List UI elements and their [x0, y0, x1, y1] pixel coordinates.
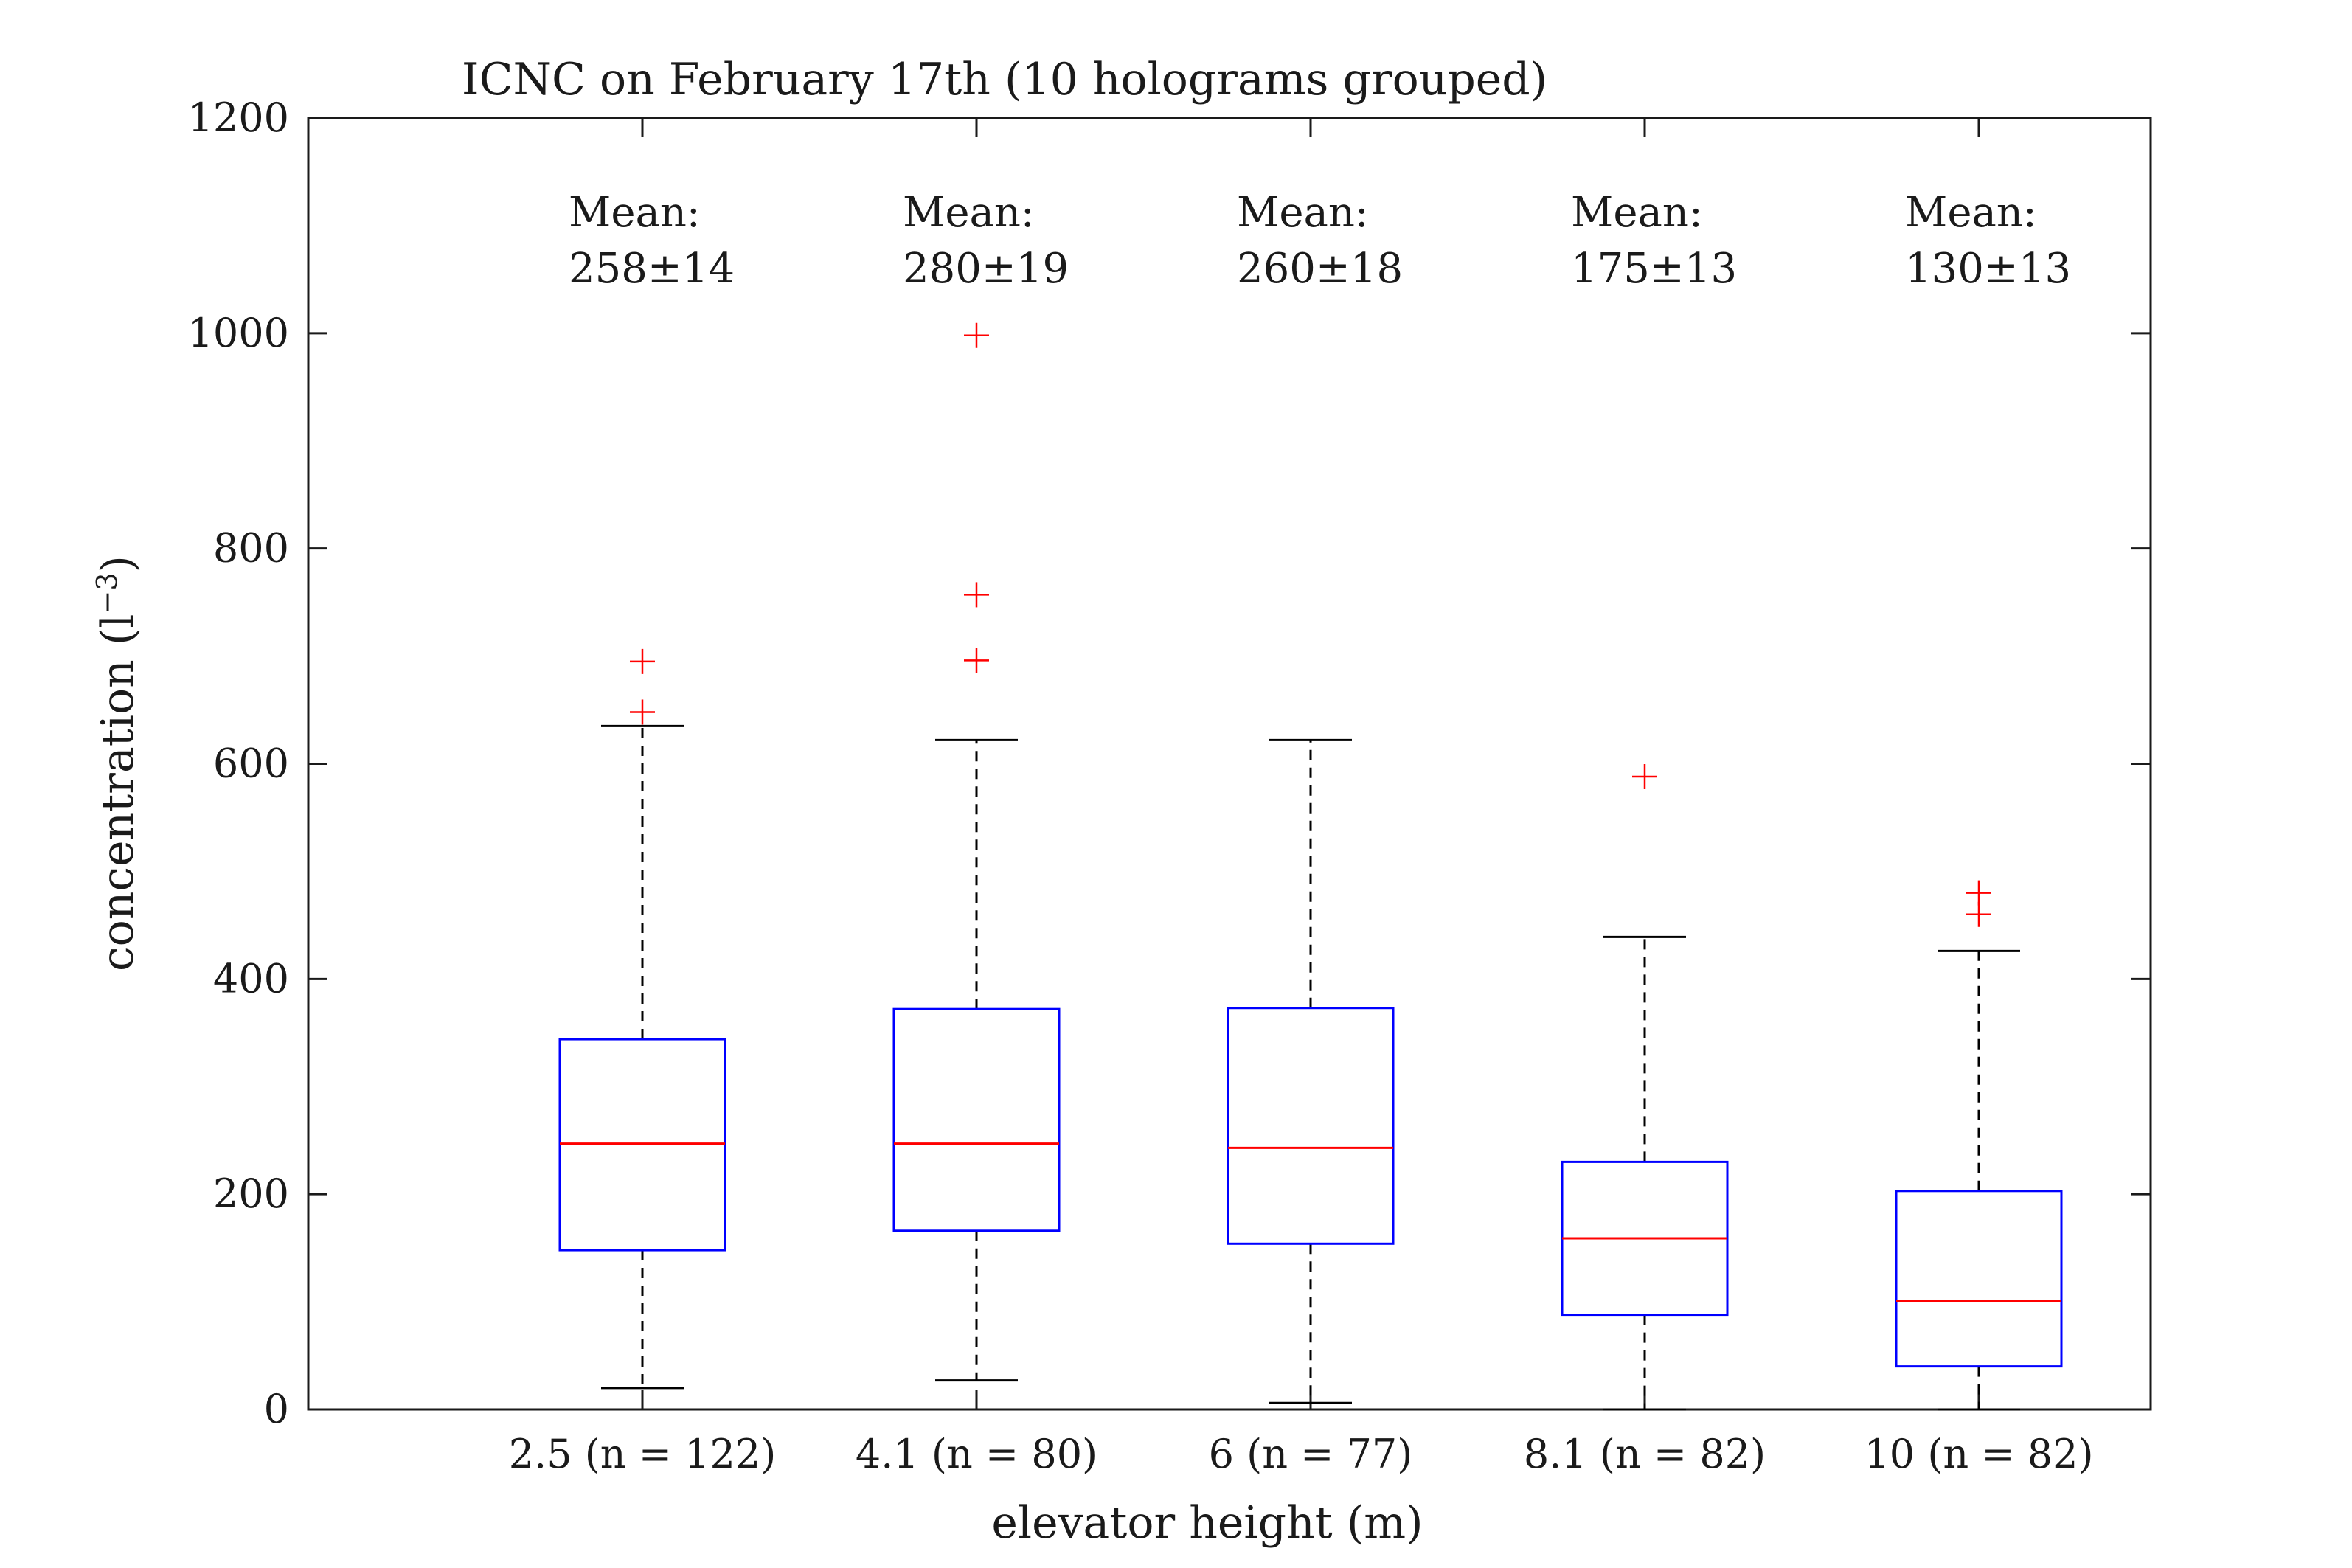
iqr-box	[1227, 1007, 1395, 1245]
y-tick-label: 800	[213, 525, 289, 572]
mean-label: Mean:	[1237, 189, 1369, 237]
x-tick-label: 6 (n = 77)	[1209, 1431, 1413, 1477]
x-axis-ticks: 2.5 (n = 122) 4.1 (n = 80) 6 (n = 77) 8.1 (…	[509, 118, 2094, 1477]
y-tick-label: 600	[213, 740, 289, 787]
plot-area	[307, 117, 2152, 1411]
y-axis-label-main: concentration (l	[92, 614, 144, 971]
outlier-marker	[1966, 901, 1991, 927]
mean-value: 130±13	[1905, 245, 2071, 293]
y-axis-label: concentration (l−3)	[91, 555, 144, 971]
mean-value: 280±19	[903, 245, 1069, 293]
y-axis-ticks: 0 200 400 600 800 1000 1200	[188, 94, 2151, 1432]
x-tick-label: 2.5 (n = 122)	[509, 1431, 777, 1477]
y-axis-label-superscript: −3	[91, 572, 123, 614]
x-tick-label: 10 (n = 82)	[1864, 1431, 2093, 1477]
mean-value: 175±13	[1571, 245, 1737, 293]
y-axis-label-end: )	[92, 555, 144, 572]
iqr-box	[892, 1007, 1061, 1232]
outlier-marker	[964, 582, 989, 608]
chart-title: ICNC on February 17th (10 holograms grou…	[462, 54, 1547, 105]
x-axis-label: elevator height (m)	[991, 1497, 1423, 1549]
y-tick-label: 200	[213, 1170, 289, 1217]
mean-label: Mean:	[1905, 189, 2037, 237]
y-tick-label: 0	[264, 1386, 289, 1432]
mean-label: Mean:	[903, 189, 1035, 237]
y-tick-label: 1000	[188, 310, 289, 356]
outlier-marker	[964, 322, 989, 348]
plot-frame	[307, 117, 2152, 1411]
mean-annotations: Mean: 258±14 Mean: 280±19 Mean: 260±18 Mean: 17…	[569, 189, 2071, 293]
mean-value: 258±14	[569, 245, 735, 293]
box-series	[558, 322, 2063, 1411]
outlier-marker	[630, 699, 655, 725]
outlier-marker	[964, 648, 989, 673]
outlier-marker	[630, 648, 655, 674]
mean-label: Mean:	[1571, 189, 1703, 237]
x-tick-label: 8.1 (n = 82)	[1524, 1431, 1766, 1477]
outlier-marker	[1632, 764, 1657, 790]
mean-value: 260±18	[1237, 245, 1403, 293]
outlier-marker	[1966, 880, 1991, 906]
y-tick-label: 400	[213, 955, 289, 1002]
y-tick-label: 1200	[188, 94, 289, 141]
mean-label: Mean:	[569, 189, 701, 237]
iqr-box	[1895, 1190, 2063, 1368]
x-tick-label: 4.1 (n = 80)	[856, 1431, 1097, 1477]
